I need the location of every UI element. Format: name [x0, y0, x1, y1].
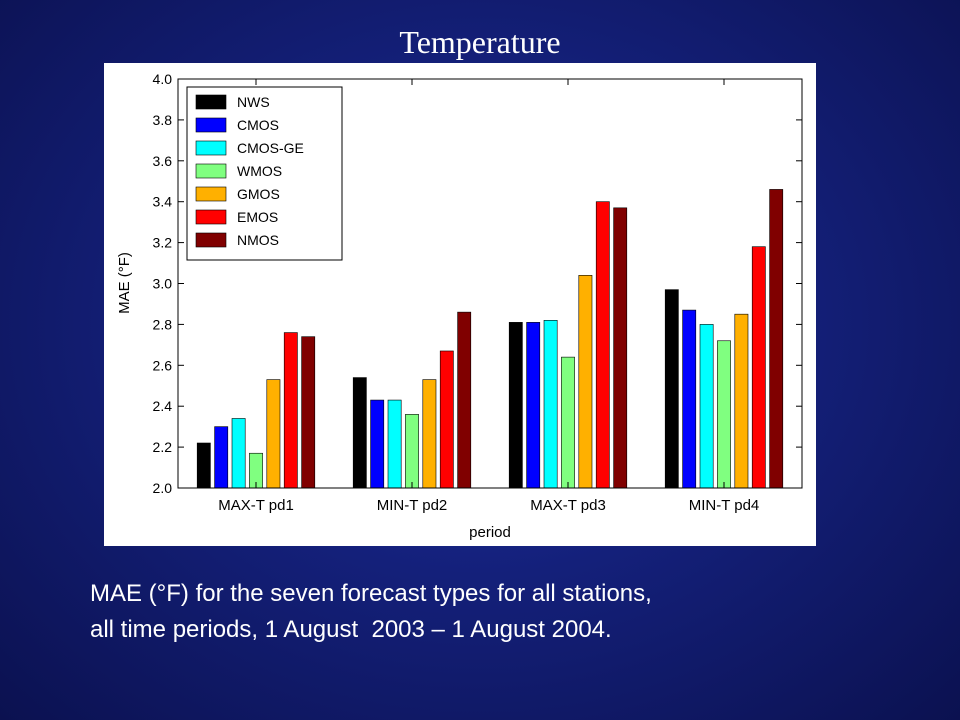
- y-tick-label: 2.0: [153, 480, 173, 496]
- bar-emos-1: [283, 332, 298, 489]
- y-tick-label: 3.8: [153, 112, 173, 128]
- y-axis-label: MAE (°F): [116, 252, 133, 314]
- legend-label-gmos: GMOS: [237, 186, 280, 202]
- chart-panel: 2.0 2.2 2.4 2.6 2.8 3.0 3.2 3.4 3.6 3.8 4.0 MAX-T p…: [104, 63, 816, 546]
- bar-cmos-ge-3: [543, 320, 558, 489]
- legend-swatch-emos: [195, 209, 227, 225]
- x-axis-label: period: [469, 524, 511, 541]
- bar-chart: 2.0 2.2 2.4 2.6 2.8 3.0 3.2 3.4 3.6 3.8 4.0 MAX-T p…: [116, 71, 803, 541]
- y-tick-label: 3.0: [153, 276, 173, 292]
- y-tick-label: 3.6: [153, 153, 173, 169]
- legend-label-emos: EMOS: [237, 209, 278, 225]
- slide-title: Temperature: [399, 24, 561, 60]
- bar-gmos-3: [578, 275, 593, 489]
- legend-label-nmos: NMOS: [237, 232, 279, 248]
- legend: NWS CMOS CMOS-GE WMOS GMOS EMOS NMOS: [186, 86, 343, 261]
- bar-wmos-2: [405, 414, 419, 489]
- legend-swatch-cmos-ge: [195, 140, 227, 156]
- caption-line-2: all time periods, 1 August 2003 – 1 Augu…: [90, 616, 612, 643]
- bar-wmos-3: [561, 356, 575, 489]
- bar-cmos-ge-4: [699, 324, 714, 489]
- bar-cmos-ge-1: [231, 418, 246, 489]
- bar-cmos-2: [370, 399, 385, 489]
- y-tick-label: 2.2: [153, 439, 173, 455]
- x-tick-label: MIN-T pd2: [377, 497, 448, 514]
- y-tick-label: 3.4: [153, 194, 173, 210]
- legend-swatch-cmos: [195, 117, 227, 133]
- bar-gmos-1: [266, 379, 281, 489]
- x-tick-label: MAX-T pd3: [530, 497, 606, 514]
- legend-swatch-nmos: [195, 232, 227, 248]
- legend-label-nws: NWS: [237, 94, 270, 110]
- bar-gmos-4: [734, 313, 749, 489]
- bar-cmos-3: [526, 322, 541, 489]
- legend-label-cmos-ge: CMOS-GE: [237, 140, 304, 156]
- bar-nmos-4: [769, 189, 784, 489]
- legend-swatch-wmos: [195, 163, 227, 179]
- y-tick-label: 2.6: [153, 357, 173, 373]
- bar-cmos-1: [214, 426, 229, 489]
- bar-nws-3: [508, 322, 523, 489]
- y-tick-label: 4.0: [153, 71, 173, 87]
- bar-emos-3: [595, 201, 610, 489]
- bar-nws-2: [352, 377, 367, 489]
- caption-line-1: MAE (°F) for the seven forecast types fo…: [90, 580, 652, 607]
- bar-emos-4: [751, 246, 766, 489]
- bar-cmos-ge-2: [387, 399, 402, 489]
- legend-label-cmos: CMOS: [237, 117, 279, 133]
- y-tick-label: 3.2: [153, 235, 173, 251]
- x-tick-label: MIN-T pd4: [689, 497, 760, 514]
- bar-gmos-2: [422, 379, 437, 489]
- bar-nmos-3: [613, 207, 628, 489]
- bar-cmos-4: [682, 309, 697, 489]
- bar-wmos-4: [717, 340, 731, 489]
- bar-nmos-2: [457, 311, 472, 489]
- caption: MAE (°F) for the seven forecast types fo…: [90, 576, 910, 648]
- bar-nws-4: [664, 289, 679, 489]
- bar-emos-2: [439, 350, 454, 489]
- y-tick-label: 2.8: [153, 316, 173, 332]
- y-tick-label: 2.4: [153, 398, 173, 414]
- x-tick-label: MAX-T pd1: [218, 497, 294, 514]
- legend-swatch-nws: [195, 94, 227, 110]
- bar-nws-1: [196, 442, 211, 489]
- legend-label-wmos: WMOS: [237, 163, 282, 179]
- bar-nmos-1: [301, 336, 316, 489]
- legend-swatch-gmos: [195, 186, 227, 202]
